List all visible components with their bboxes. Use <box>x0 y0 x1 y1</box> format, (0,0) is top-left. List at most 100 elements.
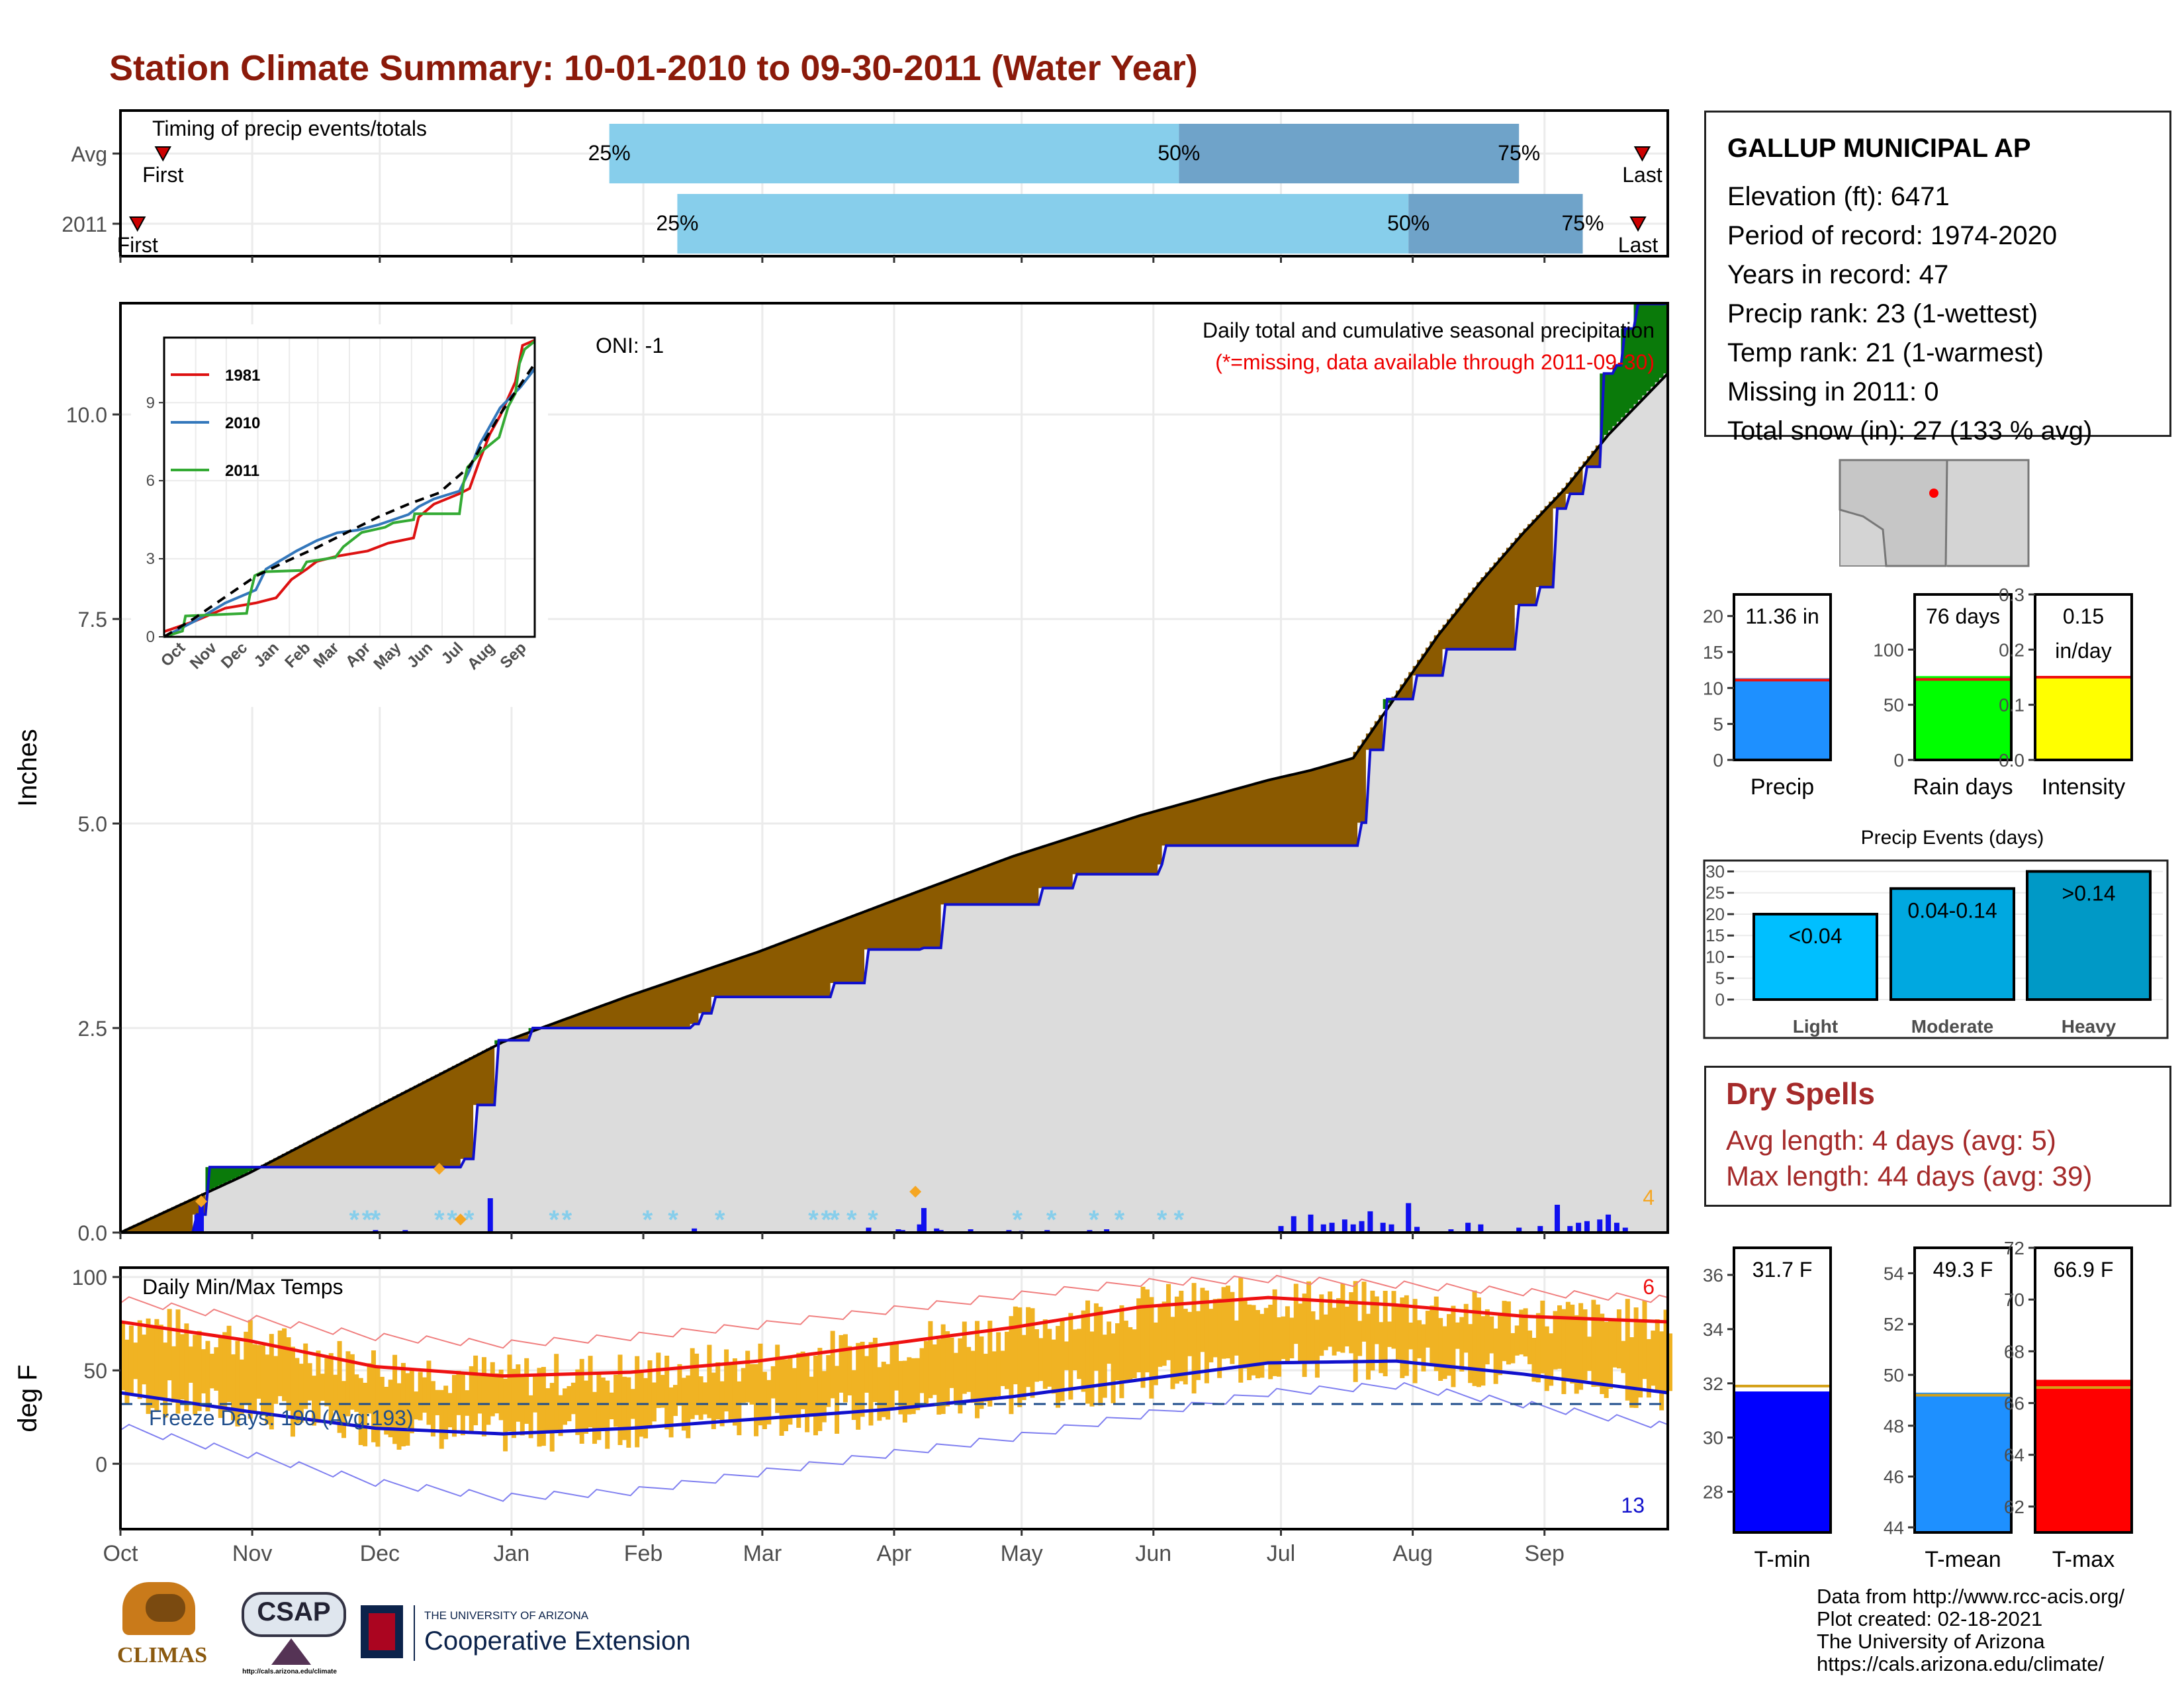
daily-temp-bar <box>422 1377 428 1413</box>
daily-temp-bar <box>256 1344 261 1399</box>
daily-temp-bar <box>503 1378 508 1452</box>
freeze-days-label: Freeze Days: 190 (Avg:193) <box>149 1406 414 1430</box>
avg-max-line <box>120 1295 1668 1378</box>
daily-temp-bar <box>244 1331 249 1405</box>
precip-total-ytick-label: 15 <box>1703 642 1723 663</box>
snow-count-label: 4 <box>1643 1186 1655 1209</box>
daily-temp-bar <box>388 1380 393 1438</box>
daily-temp-bar <box>621 1376 627 1440</box>
daily-precip-bar <box>1406 1203 1412 1233</box>
intensity-ytick-label: 0.2 <box>1999 639 2025 660</box>
daily-temp-bar <box>1030 1308 1035 1398</box>
daily-temp-bar <box>1383 1290 1388 1377</box>
daily-temp-bar <box>702 1382 707 1415</box>
daily-temp-bar <box>668 1387 674 1438</box>
daily-temp-bar <box>872 1337 878 1402</box>
daily-temp-bar <box>516 1364 521 1422</box>
t-min-axis-label: T-min <box>1754 1547 1811 1572</box>
daily-temp-bar <box>1221 1287 1226 1359</box>
daily-temp-bar <box>673 1385 678 1417</box>
dry-spells-avg: Avg length: 4 days (avg: 5) <box>1726 1125 2056 1156</box>
events-bar <box>1889 887 2015 1001</box>
daily-temp-bar <box>915 1358 921 1411</box>
daily-temp-bar <box>579 1358 584 1444</box>
daily-temp-bar <box>1561 1309 1567 1395</box>
daily-temp-bar <box>541 1366 546 1446</box>
daily-precip-bar <box>1567 1226 1573 1233</box>
average-cumulative-line <box>120 372 1669 1234</box>
daily-temp-bar <box>1064 1341 1069 1370</box>
daily-temp-bar <box>533 1376 538 1413</box>
station-name: GALLUP MUNICIPAL AP <box>1727 134 2031 163</box>
t-mean-ytick-label: 52 <box>1884 1314 1904 1335</box>
daily-temp-bar <box>465 1390 470 1416</box>
timing-bar-50-75 <box>1179 124 1520 183</box>
daily-temp-bar <box>877 1367 882 1421</box>
daily-temp-bar <box>277 1330 283 1397</box>
daily-temp-bar <box>707 1344 712 1419</box>
daily-temp-bar <box>477 1376 482 1414</box>
daily-precip-bar <box>1614 1223 1619 1233</box>
daily-temp-bar <box>800 1351 805 1409</box>
t-min-ytick-label: 30 <box>1703 1428 1723 1448</box>
daily-temp-bar <box>545 1388 551 1431</box>
credit-line: The University of Arizona <box>1817 1630 2045 1653</box>
dry-spells-max: Max length: 44 days (avg: 39) <box>1726 1160 2093 1192</box>
daily-temp-bar <box>945 1331 950 1407</box>
daily-temp-bar <box>1468 1324 1473 1383</box>
daily-temp-bar <box>1123 1321 1128 1383</box>
events-ytick-label: 10 <box>1706 947 1725 966</box>
snow-event-marker <box>433 1162 445 1175</box>
daily-temp-bar <box>630 1389 635 1419</box>
daily-temp-bar <box>1166 1284 1171 1360</box>
daily-temp-bar <box>1005 1331 1010 1389</box>
events-bar <box>2026 870 2152 1002</box>
daily-temp-bar <box>805 1355 810 1432</box>
daily-temp-bar <box>1472 1290 1477 1386</box>
daily-temp-bar <box>469 1366 474 1432</box>
t-mean-ytick-label: 46 <box>1884 1467 1904 1487</box>
snow-marker: * <box>808 1205 819 1235</box>
daily-temp-bar <box>549 1383 555 1452</box>
daily-precip-bar <box>1320 1224 1326 1233</box>
climas-logo: CLIMAS <box>109 1582 215 1675</box>
climas-emblem-inner <box>146 1594 185 1622</box>
daily-temp-bar <box>1336 1298 1342 1352</box>
daily-temp-bar <box>1132 1329 1137 1379</box>
events-bar-label: >0.14 <box>2062 881 2116 905</box>
daily-temp-bar <box>830 1331 835 1399</box>
timing-marker-first <box>154 146 171 162</box>
daily-temp-bar <box>928 1321 933 1399</box>
daily-temp-bar <box>737 1381 742 1436</box>
snow-marker: * <box>349 1205 359 1235</box>
daily-precip-bar <box>921 1207 927 1233</box>
snow-marker: * <box>447 1205 457 1235</box>
snow-marker: * <box>549 1205 559 1235</box>
daily-temp-bar <box>953 1352 958 1403</box>
daily-temp-bar <box>1196 1311 1201 1380</box>
daily-temp-bar <box>1600 1313 1605 1394</box>
daily-temp-bar <box>205 1340 210 1412</box>
snow-marker: * <box>829 1205 840 1235</box>
daily-temp-bar <box>617 1354 623 1446</box>
daily-temp-bar <box>1272 1289 1277 1376</box>
intensity-ytick-label: 0.3 <box>1999 585 2025 605</box>
station-missing: Missing in 2011: 0 <box>1727 377 1939 406</box>
events-ytick-label: 15 <box>1706 925 1725 945</box>
t-mean-ytick-label: 48 <box>1884 1416 1904 1436</box>
precip-total-ytick-label: 0 <box>1713 750 1723 771</box>
daily-temp-bar <box>1111 1333 1116 1403</box>
daily-temp-bar <box>1642 1300 1647 1380</box>
rain-days-bar <box>1916 676 2010 760</box>
daily-temp-bar <box>1234 1320 1239 1356</box>
daily-temp-bar <box>1000 1350 1005 1386</box>
oni-label: ONI: -1 <box>596 334 664 357</box>
daily-temp-bar <box>1021 1335 1026 1401</box>
events-bar-label: 0.04-0.14 <box>1907 898 1997 922</box>
ua-divider <box>414 1605 415 1661</box>
daily-temp-bar <box>889 1344 895 1408</box>
snow-marker: * <box>362 1205 373 1235</box>
daily-temp-bar <box>1013 1306 1018 1385</box>
credits: Data from http://www.rcc-acis.org/ Plot … <box>1817 1585 2124 1675</box>
daily-temp-bar <box>1455 1322 1460 1349</box>
